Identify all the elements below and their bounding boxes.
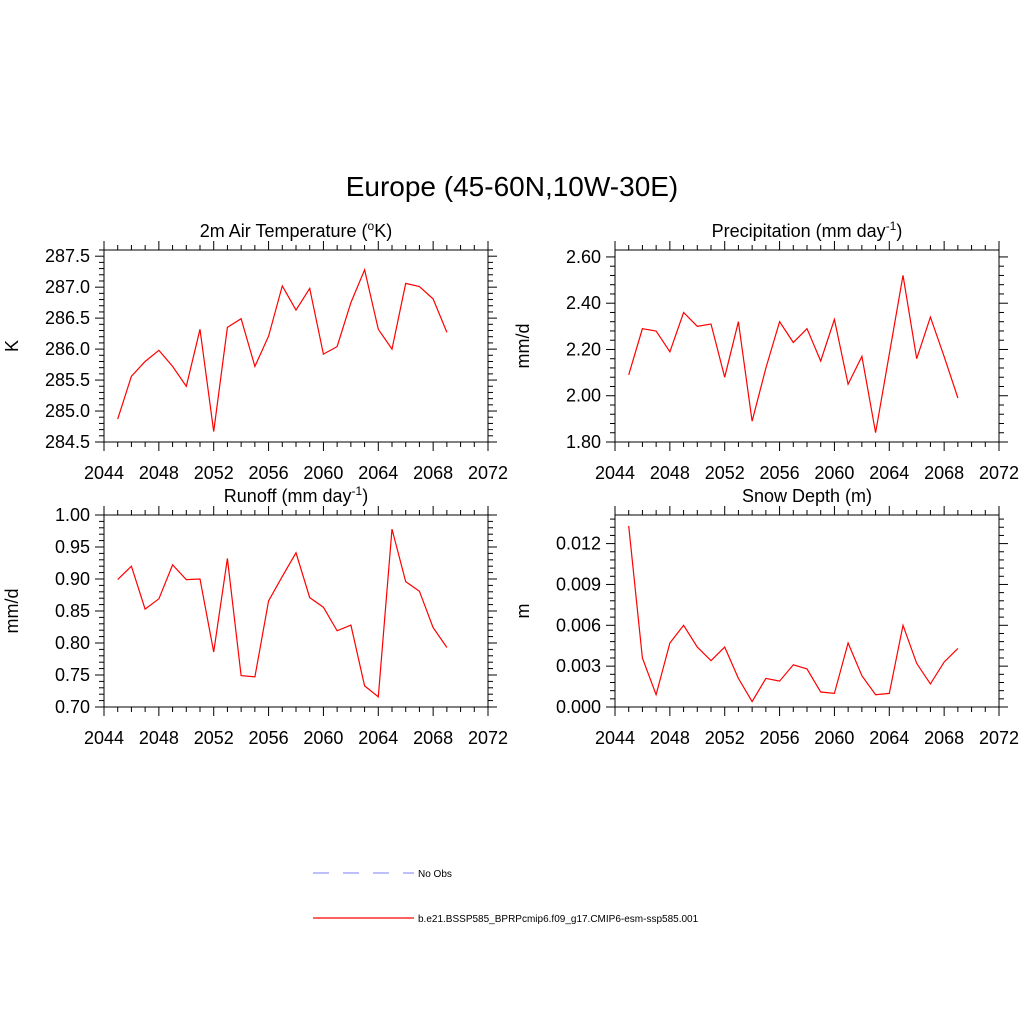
x-tick-label: 2048 bbox=[139, 463, 179, 483]
x-tick-label: 2048 bbox=[650, 728, 690, 748]
y-tick-label: 286.0 bbox=[45, 339, 90, 359]
y-tick-label: 0.80 bbox=[55, 633, 90, 653]
x-tick-label: 2064 bbox=[358, 728, 398, 748]
legend-label: No Obs bbox=[418, 869, 452, 880]
series-line bbox=[117, 528, 448, 698]
panel-1: 2m Air Temperature (oK) K 2044 2048 2052 2056… bbox=[2, 219, 508, 483]
x-tick-label: 2044 bbox=[595, 728, 635, 748]
y-tick-label: 0.85 bbox=[55, 601, 90, 621]
x-tick-label: 2072 bbox=[979, 728, 1019, 748]
x-tick-label: 2068 bbox=[413, 728, 453, 748]
x-tick-label: 2052 bbox=[705, 728, 745, 748]
panel-3: Runoff (mm day-1) mm/d 2044 2048 2052 2056 206… bbox=[2, 484, 508, 748]
y-tick-label: 0.95 bbox=[55, 537, 90, 557]
y-tick-label: 285.0 bbox=[45, 401, 90, 421]
y-tick-label: 287.0 bbox=[45, 277, 90, 297]
y-tick-label: 0.000 bbox=[556, 697, 601, 717]
y-tick-label: 0.003 bbox=[556, 656, 601, 676]
x-tick-label: 2056 bbox=[760, 463, 800, 483]
series-line bbox=[628, 525, 959, 703]
y-axis-label: m bbox=[513, 604, 533, 619]
plot-frame bbox=[103, 249, 489, 443]
y-tick-label: 0.70 bbox=[55, 697, 90, 717]
y-tick-label: 287.5 bbox=[45, 246, 90, 266]
plot-frame bbox=[614, 249, 1000, 443]
legend-label: b.e21.BSSP585_BPRPcmip6.f09_g17.CMIP6-es… bbox=[418, 914, 699, 925]
x-tick-label: 2064 bbox=[869, 728, 909, 748]
y-tick-label: 2.00 bbox=[566, 386, 601, 406]
y-axis-label: mm/d bbox=[2, 589, 22, 634]
x-tick-label: 2056 bbox=[760, 728, 800, 748]
x-tick-label: 2052 bbox=[705, 463, 745, 483]
y-tick-label: 1.00 bbox=[55, 505, 90, 525]
x-tick-label: 2060 bbox=[303, 463, 343, 483]
panel-title: Snow Depth (m) bbox=[742, 486, 872, 506]
series-line bbox=[117, 267, 448, 432]
panel-4: Snow Depth (m) m 2044 2048 2052 2056 2060 2064 2… bbox=[513, 486, 1019, 748]
x-tick-label: 2060 bbox=[814, 728, 854, 748]
x-tick-label: 2064 bbox=[869, 463, 909, 483]
y-tick-label: 1.80 bbox=[566, 432, 601, 452]
y-tick-label: 0.006 bbox=[556, 615, 601, 635]
x-tick-label: 2044 bbox=[84, 463, 124, 483]
x-tick-label: 2060 bbox=[814, 463, 854, 483]
x-tick-label: 2048 bbox=[650, 463, 690, 483]
x-tick-label: 2052 bbox=[194, 728, 234, 748]
y-tick-label: 0.009 bbox=[556, 574, 601, 594]
x-tick-label: 2072 bbox=[468, 728, 508, 748]
x-tick-label: 2056 bbox=[249, 728, 289, 748]
x-tick-label: 2068 bbox=[413, 463, 453, 483]
x-tick-label: 2068 bbox=[924, 463, 964, 483]
y-axis-label: mm/d bbox=[513, 324, 533, 369]
x-tick-label: 2068 bbox=[924, 728, 964, 748]
x-tick-label: 2044 bbox=[84, 728, 124, 748]
panels: 2m Air Temperature (oK) K 2044 2048 2052 2056… bbox=[2, 219, 1019, 748]
y-tick-label: 286.5 bbox=[45, 308, 90, 328]
panel-title: 2m Air Temperature (oK) bbox=[200, 219, 392, 241]
panel-title: Precipitation (mm day-1) bbox=[712, 219, 903, 241]
y-tick-label: 0.012 bbox=[556, 534, 601, 554]
panel-2: Precipitation (mm day-1) mm/d 2044 2048 2052… bbox=[513, 219, 1019, 483]
legend: No Obs b.e21.BSSP585_BPRPcmip6.f09_g17.CM… bbox=[313, 869, 699, 925]
y-tick-label: 2.20 bbox=[566, 339, 601, 359]
figure-title: Europe (45-60N,10W-30E) bbox=[346, 171, 679, 202]
x-tick-label: 2060 bbox=[303, 728, 343, 748]
plot-frame bbox=[614, 514, 1000, 708]
y-tick-label: 2.60 bbox=[566, 247, 601, 267]
y-tick-label: 0.90 bbox=[55, 569, 90, 589]
x-tick-label: 2044 bbox=[595, 463, 635, 483]
panel-title: Runoff (mm day-1) bbox=[224, 484, 368, 506]
x-tick-label: 2064 bbox=[358, 463, 398, 483]
y-tick-label: 285.5 bbox=[45, 370, 90, 390]
y-tick-label: 284.5 bbox=[45, 432, 90, 452]
x-tick-label: 2056 bbox=[249, 463, 289, 483]
series-line bbox=[628, 275, 959, 433]
y-tick-label: 0.75 bbox=[55, 665, 90, 685]
x-tick-label: 2048 bbox=[139, 728, 179, 748]
y-axis-label: K bbox=[2, 340, 22, 352]
x-tick-label: 2072 bbox=[979, 463, 1019, 483]
x-tick-label: 2072 bbox=[468, 463, 508, 483]
plot-frame bbox=[103, 514, 489, 708]
x-tick-label: 2052 bbox=[194, 463, 234, 483]
y-tick-label: 2.40 bbox=[566, 293, 601, 313]
